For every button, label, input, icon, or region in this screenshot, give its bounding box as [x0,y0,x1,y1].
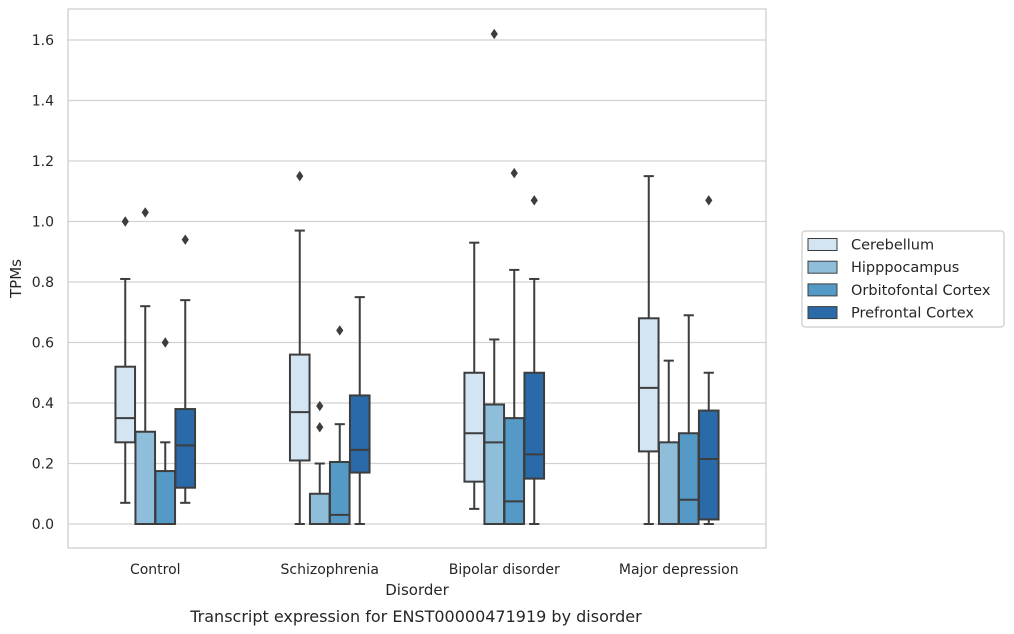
legend-swatch [807,238,838,251]
outlier-point [316,400,324,412]
legend-swatch [807,306,838,320]
legend-label: Prefrontal Cortex [851,306,974,322]
iqr-box [154,470,177,525]
y-tick-label: 0.6 [32,336,54,352]
box-cerebellum-schizophrenia [288,170,311,525]
chart-caption: Transcript expression for ENST0000047191… [189,607,642,626]
iqr-box [523,371,546,480]
legend-frame [801,230,1005,328]
iqr-box [134,430,157,525]
legend-swatch [807,260,838,274]
box-cerebellum-major-depression [637,175,660,525]
outlier-point [510,167,518,179]
y-tick-labels: 0.0 0.2 0.4 0.6 0.8 1.0 1.2 1.4 1.6 [32,33,54,533]
legend-swatch [807,283,838,297]
box-hipppocampus-control [134,207,157,525]
iqr-box [308,492,331,525]
y-tick-label: 0.4 [32,396,54,412]
plot-frame [67,8,767,549]
iqr-box [348,394,371,474]
y-tick-label: 0.2 [32,457,54,473]
outlier-point [121,216,129,227]
y-tick-label: 1.0 [32,215,54,231]
outlier-point [161,337,169,348]
box-prefrontal-cortex-control [174,234,197,504]
x-tick-label: Bipolar disorder [449,562,560,578]
iqr-box [657,441,680,526]
y-tick-label: 1.2 [32,154,54,170]
outlier-point [530,195,538,206]
iqr-box [503,417,526,525]
x-tick-labels: Control Schizophrenia Bipolar disorder Majo… [130,562,739,578]
iqr-box [697,409,720,521]
box-prefrontal-cortex-bipolar-disorder [523,195,546,525]
x-axis-label: Disorder [385,581,449,599]
outlier-point [141,207,149,218]
y-tick-label: 1.4 [32,94,54,110]
iqr-box [328,460,351,525]
legend-label: Orbitofontal Cortex [851,283,991,299]
iqr-box [114,365,137,444]
outlier-point [296,170,304,182]
iqr-box [677,432,700,525]
box-hipppocampus-major-depression [657,359,680,526]
box-orbitofontal-cortex-schizophrenia [328,325,351,525]
y-tick-label: 0.8 [32,275,54,291]
iqr-box [288,353,311,462]
iqr-box [483,403,506,526]
legend-label: Hipppocampus [851,260,959,276]
outlier-point [181,234,189,245]
outlier-point [316,422,324,433]
iqr-box [174,408,197,489]
box-cerebellum-bipolar-disorder [463,241,486,510]
outlier-point [336,325,344,336]
x-tick-label: Schizophrenia [281,562,379,578]
legend: Cerebellum Hipppocampus Orbitofontal Corte… [801,230,1005,328]
y-axis-label: TPMs [7,259,25,299]
box-prefrontal-cortex-major-depression [697,195,720,525]
outlier-point [705,195,713,206]
x-tick-label: Major depression [619,562,739,578]
y-tick-label: 1.6 [32,33,54,49]
box-orbitofontal-cortex-control [154,337,177,525]
legend-label: Cerebellum [851,238,934,254]
x-tick-label: Control [130,562,181,578]
box-orbitofontal-cortex-major-depression [677,314,700,525]
box-prefrontal-cortex-schizophrenia [348,296,371,525]
box-cerebellum-control [114,216,137,504]
box-hipppocampus-schizophrenia [308,400,331,525]
boxes [114,28,720,526]
iqr-box [637,317,660,453]
box-hipppocampus-bipolar-disorder [483,28,506,526]
outlier-point [490,28,498,40]
iqr-box [463,371,486,483]
y-tick-label: 0.0 [32,517,54,533]
